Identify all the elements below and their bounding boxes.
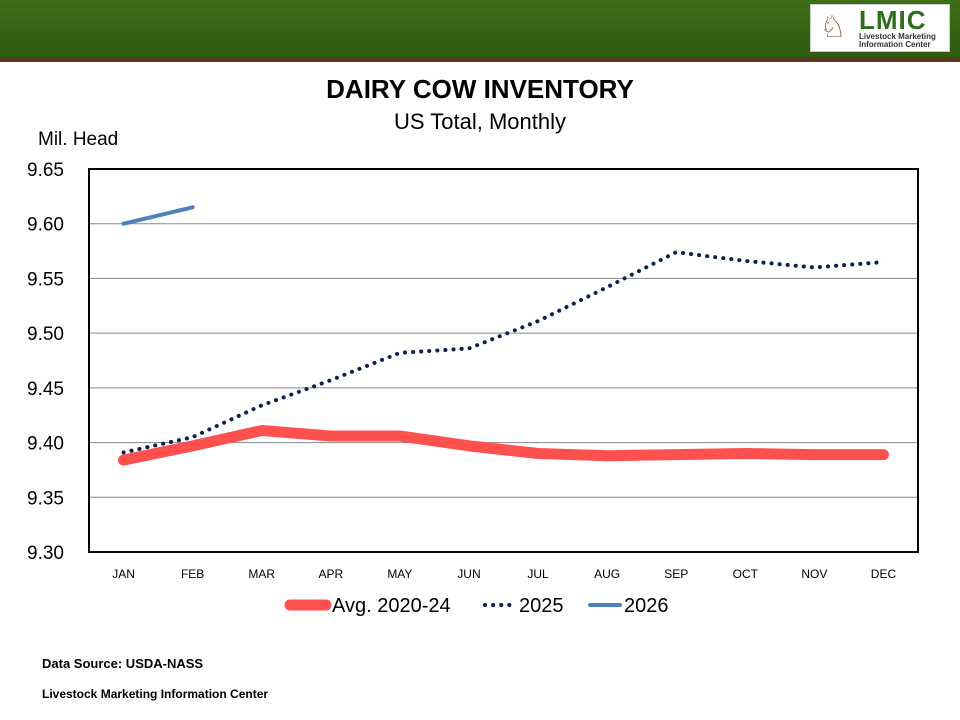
y-tick-label: 9.30: [27, 543, 64, 564]
x-tick-label: MAY: [387, 567, 412, 581]
series-line-2026: [121, 205, 195, 226]
legend-label: Avg. 2020-24: [332, 595, 451, 617]
logo-text: LMIC: [859, 5, 927, 35]
y-tick-label: 9.50: [27, 324, 64, 345]
y-tick-label: 9.60: [27, 215, 64, 236]
cowboy-icon: ♘: [819, 11, 847, 44]
x-tick-label: OCT: [733, 567, 759, 581]
x-tick-label: JUN: [457, 567, 480, 581]
header-divider: [0, 58, 960, 62]
logo-sub2: Information Center: [859, 40, 931, 49]
series-line-avg-2020-24: [118, 425, 889, 466]
series-line-2025: [121, 250, 886, 455]
chart-title: DAIRY COW INVENTORY: [326, 74, 634, 104]
y-tick-label: 9.40: [27, 434, 64, 455]
x-tick-label: APR: [318, 567, 343, 581]
x-tick-label: AUG: [594, 567, 620, 581]
x-tick-label: JUL: [527, 567, 549, 581]
chart-subtitle: US Total, Monthly: [393, 109, 566, 134]
legend-label: 2026: [624, 595, 669, 617]
data-source: Data Source: USDA-NASS: [42, 656, 204, 671]
plot-border: [88, 168, 919, 553]
organization: Livestock Marketing Information Center: [42, 687, 269, 701]
x-tick-label: FEB: [181, 567, 204, 581]
header-bar: [0, 0, 960, 58]
y-tick-label: 9.45: [27, 379, 64, 400]
y-tick-label: 9.65: [27, 160, 64, 181]
x-tick-label: SEP: [664, 567, 688, 581]
x-tick-label: NOV: [801, 567, 827, 581]
x-tick-label: DEC: [871, 567, 897, 581]
legend-label: 2025: [519, 595, 564, 617]
y-tick-label: 9.35: [27, 488, 64, 509]
logo-subtext: Livestock Marketing Information Center: [859, 33, 936, 49]
y-tick-label: 9.55: [27, 269, 64, 290]
lmic-logo: ♘ LMIC Livestock Marketing Information Ce…: [810, 4, 950, 52]
x-tick-label: JAN: [112, 567, 135, 581]
logo-sub1: Livestock Marketing: [859, 32, 936, 41]
x-tick-label: MAR: [248, 567, 275, 581]
y-axis-label: Mil. Head: [38, 129, 119, 150]
